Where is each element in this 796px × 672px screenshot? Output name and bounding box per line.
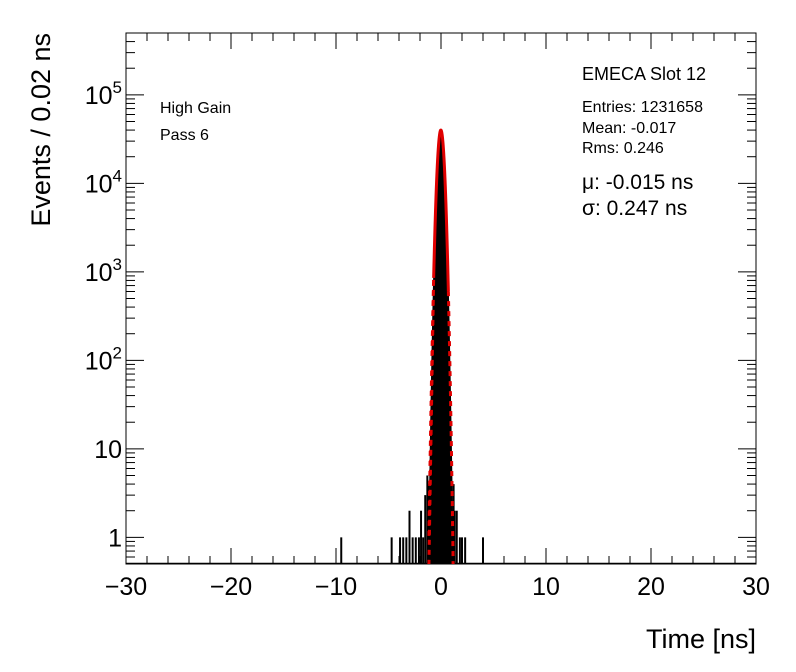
x-tick-label: 10 [532,573,560,601]
x-tick-label: −20 [210,573,252,601]
pass-label: Pass 6 [160,127,209,144]
stats-entries: Entries: 1231658 [582,99,703,116]
y-tick-label: 104 [85,166,122,198]
y-tick-label: 10 [94,436,122,464]
x-tick-label: 30 [742,573,770,601]
fit-curve-right-tail [446,291,455,565]
gain-label: High Gain [160,100,231,117]
fit-curve-left-tail [427,277,436,565]
x-tick-label: −10 [315,573,357,601]
chart-title: EMECA Slot 12 [582,64,706,84]
fit-curve-layer [427,128,455,565]
x-axis-title: Time [ns] [646,624,756,654]
stats-mean: Mean: -0.017 [582,120,676,137]
x-axis: −30 −20 −10 0 10 20 30 [105,33,770,601]
y-tick-label: 105 [85,78,122,110]
y-tick-label: 102 [85,343,122,375]
stats-rms: Rms: 0.246 [582,140,664,157]
x-tick-label: 20 [637,573,665,601]
histogram-core-peak [427,129,454,565]
fit-sigma: σ: 0.247 ns [582,197,687,220]
x-tick-label: 0 [434,573,448,601]
histogram-layer [126,129,756,565]
y-axis: 1 10 102 103 104 105 [85,32,756,565]
y-tick-label: 103 [85,255,122,287]
fit-curve [432,128,450,292]
fit-mu: μ: -0.015 ns [582,171,693,194]
x-tick-label: −30 [105,573,147,601]
y-tick-label: 1 [108,524,122,552]
y-axis-title: Events / 0.02 ns [26,33,56,227]
